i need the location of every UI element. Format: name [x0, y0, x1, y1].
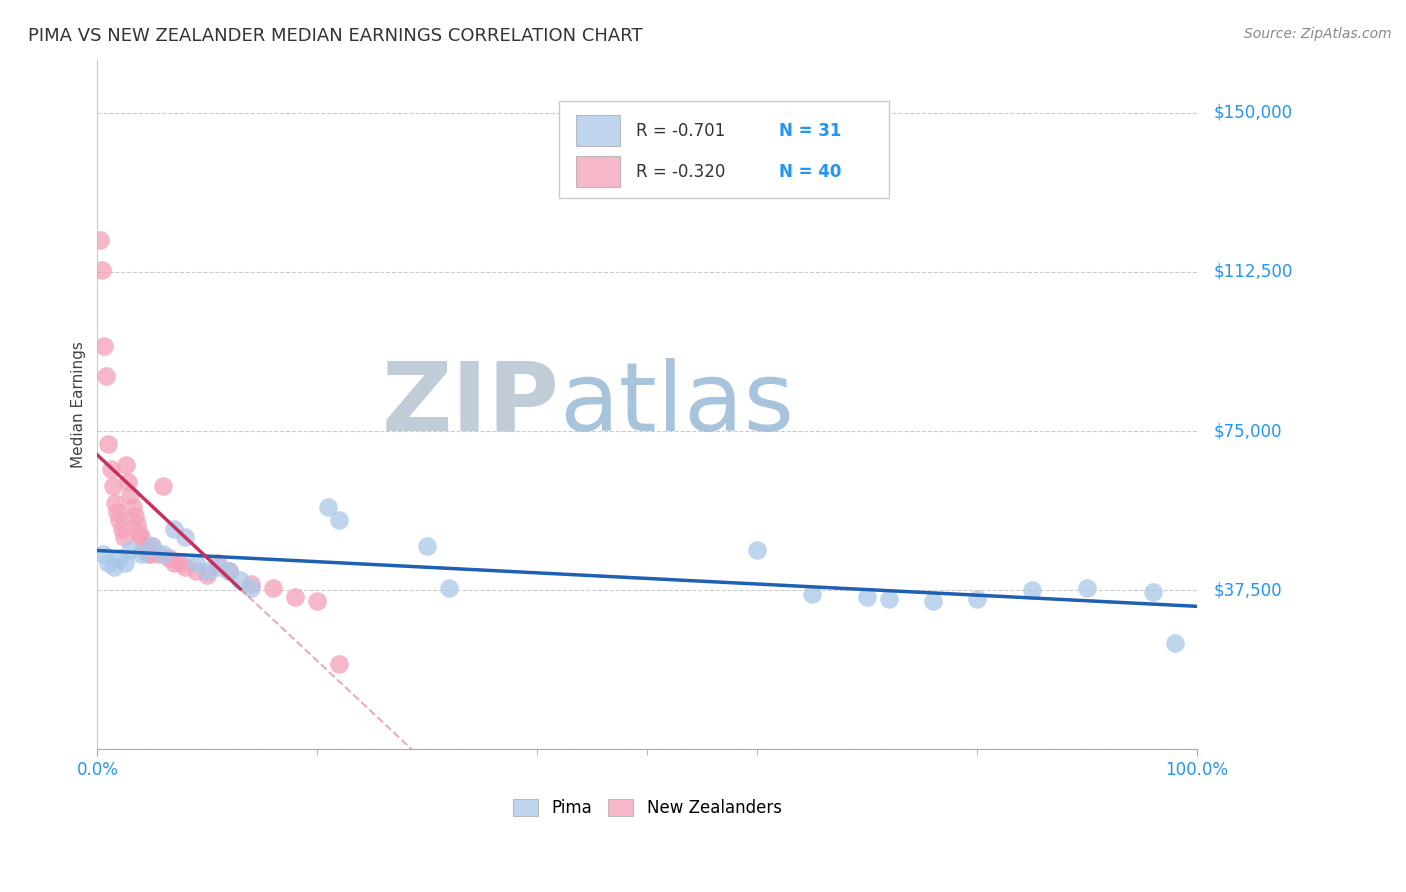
Point	[93, 339, 115, 353]
Point	[135, 542, 157, 557]
Point	[89, 233, 111, 247]
Point	[174, 530, 197, 544]
Point	[218, 564, 240, 578]
Point	[90, 262, 112, 277]
Point	[125, 517, 148, 532]
Point	[105, 505, 128, 519]
Point	[131, 547, 153, 561]
Point	[117, 475, 139, 489]
Point	[108, 551, 131, 566]
Point	[195, 568, 218, 582]
FancyBboxPatch shape	[560, 101, 889, 197]
Point	[328, 513, 350, 527]
Text: N = 31: N = 31	[779, 121, 841, 140]
Point	[877, 591, 900, 606]
Text: $75,000: $75,000	[1213, 422, 1282, 440]
Point	[307, 594, 329, 608]
Point	[966, 591, 988, 606]
Point	[97, 436, 120, 450]
Point	[240, 581, 263, 595]
Point	[152, 547, 174, 561]
Text: $150,000: $150,000	[1213, 103, 1292, 121]
Y-axis label: Median Earnings: Median Earnings	[72, 341, 86, 468]
Point	[745, 542, 768, 557]
Point	[110, 522, 132, 536]
Point	[186, 564, 208, 578]
Point	[218, 564, 240, 578]
Point	[316, 500, 339, 515]
Point	[141, 539, 163, 553]
Text: atlas: atlas	[560, 358, 794, 451]
Point	[120, 488, 142, 502]
Point	[1142, 585, 1164, 599]
Point	[207, 559, 229, 574]
Point	[97, 556, 120, 570]
Point	[262, 581, 284, 595]
Point	[136, 547, 159, 561]
Point	[416, 539, 439, 553]
Point	[169, 556, 191, 570]
Point	[1076, 581, 1098, 595]
Point	[174, 559, 197, 574]
FancyBboxPatch shape	[575, 115, 620, 145]
Point	[115, 458, 138, 472]
Point	[284, 590, 307, 604]
Point	[120, 542, 142, 557]
Point	[104, 496, 127, 510]
Text: R = -0.701: R = -0.701	[636, 121, 725, 140]
Text: PIMA VS NEW ZEALANDER MEDIAN EARNINGS CORRELATION CHART: PIMA VS NEW ZEALANDER MEDIAN EARNINGS CO…	[28, 27, 643, 45]
Point	[801, 587, 824, 601]
Point	[1164, 636, 1187, 650]
Point	[328, 657, 350, 672]
Text: $112,500: $112,500	[1213, 263, 1292, 281]
Point	[163, 522, 186, 536]
Point	[114, 556, 136, 570]
Point	[128, 525, 150, 540]
Point	[152, 479, 174, 493]
Point	[437, 581, 460, 595]
Point	[108, 513, 131, 527]
Point	[132, 539, 155, 553]
Point	[121, 500, 143, 515]
Text: ZIP: ZIP	[381, 358, 560, 451]
Point	[141, 539, 163, 553]
FancyBboxPatch shape	[575, 156, 620, 187]
Point	[91, 547, 114, 561]
Point	[240, 577, 263, 591]
Point	[186, 556, 208, 570]
Point	[146, 547, 169, 561]
Text: Source: ZipAtlas.com: Source: ZipAtlas.com	[1244, 27, 1392, 41]
Point	[207, 556, 229, 570]
Point	[103, 559, 125, 574]
Point	[100, 462, 122, 476]
Text: N = 40: N = 40	[779, 163, 841, 181]
Text: R = -0.320: R = -0.320	[636, 163, 725, 181]
Point	[139, 547, 162, 561]
Point	[157, 551, 180, 566]
Point	[124, 508, 146, 523]
Point	[101, 479, 124, 493]
Point	[131, 530, 153, 544]
Point	[1021, 583, 1043, 598]
Legend: Pima, New Zealanders: Pima, New Zealanders	[506, 792, 789, 824]
Point	[229, 573, 252, 587]
Point	[922, 594, 945, 608]
Point	[195, 564, 218, 578]
Point	[112, 530, 135, 544]
Text: $37,500: $37,500	[1213, 582, 1282, 599]
Point	[94, 368, 117, 383]
Point	[163, 556, 186, 570]
Point	[856, 590, 879, 604]
